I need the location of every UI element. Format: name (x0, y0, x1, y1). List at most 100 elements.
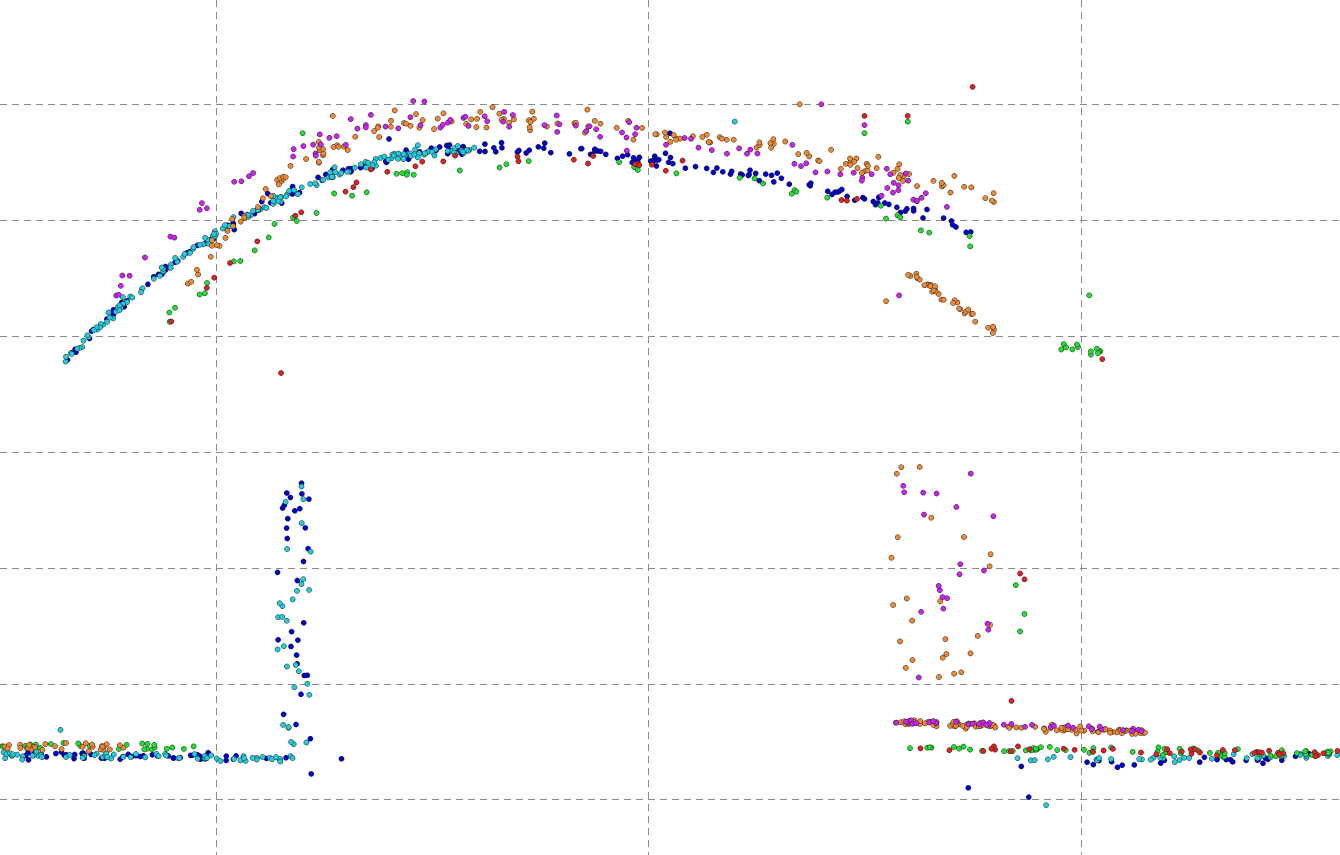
data-point-series-5 (803, 160, 810, 167)
data-point-series-5 (421, 98, 428, 105)
data-point-series-5 (933, 490, 940, 497)
data-point-series-4 (413, 111, 419, 117)
data-point-series-2 (1021, 611, 1028, 617)
data-point-series-0 (602, 151, 609, 158)
data-point-series-2 (1088, 348, 1094, 355)
data-point-series-4 (795, 151, 802, 157)
data-point-series-2 (399, 170, 406, 176)
data-point-series-4 (909, 617, 915, 624)
data-point-series-1 (395, 155, 401, 162)
data-point-series-1 (79, 755, 86, 761)
data-point-series-3 (969, 84, 976, 90)
data-point-series-2 (1033, 745, 1039, 752)
data-point-series-0 (498, 139, 505, 146)
data-point-series-1 (1209, 755, 1215, 762)
data-point-series-2 (144, 741, 151, 747)
data-point-series-0 (703, 165, 710, 172)
data-point-series-1 (1043, 802, 1049, 809)
data-point-series-4 (597, 120, 604, 127)
data-point-series-1 (74, 345, 81, 352)
data-point-series-3 (1214, 752, 1220, 759)
data-point-series-3 (452, 152, 458, 159)
data-point-series-4 (985, 324, 992, 331)
data-point-series-1 (138, 289, 144, 296)
data-point-series-2 (951, 744, 957, 750)
data-point-series-1 (176, 755, 183, 761)
data-point-series-2 (897, 214, 904, 221)
data-point-series-1 (196, 241, 203, 248)
data-point-series-5 (922, 190, 929, 197)
data-point-series-1 (289, 596, 296, 603)
data-point-series-5 (342, 141, 349, 148)
data-point-series-3 (440, 158, 447, 165)
data-point-series-2 (1086, 292, 1093, 299)
data-point-series-1 (282, 499, 289, 505)
data-point-series-0 (886, 201, 892, 208)
data-point-series-5 (368, 112, 374, 118)
data-point-series-0 (778, 175, 785, 182)
data-point-series-4 (639, 125, 645, 131)
data-point-series-3 (1266, 747, 1272, 754)
data-point-series-5 (939, 594, 946, 600)
data-point-series-0 (300, 619, 307, 626)
data-point-series-0 (578, 145, 585, 152)
data-point-series-0 (714, 165, 720, 171)
data-point-series-1 (291, 187, 297, 193)
data-point-series-5 (1022, 723, 1028, 730)
data-point-series-0 (288, 628, 295, 635)
data-point-series-1 (1171, 753, 1178, 760)
data-point-series-1 (116, 307, 123, 314)
data-point-series-4 (116, 742, 123, 749)
data-point-series-4 (965, 306, 972, 313)
data-point-series-1 (1014, 755, 1021, 762)
data-point-series-0 (386, 136, 392, 142)
data-point-series-1 (295, 668, 302, 675)
data-point-series-1 (344, 168, 351, 175)
data-point-series-3 (1164, 746, 1170, 753)
data-point-series-2 (204, 280, 210, 286)
data-point-series-4 (667, 138, 674, 145)
data-point-series-3 (1220, 747, 1226, 753)
data-point-series-4 (897, 638, 903, 645)
data-point-series-2 (331, 190, 337, 197)
data-point-series-3 (844, 197, 850, 204)
data-point-series-4 (989, 330, 996, 336)
data-point-series-5 (541, 122, 548, 129)
data-point-series-3 (384, 168, 391, 175)
data-point-series-2 (1054, 747, 1061, 753)
data-point-series-0 (540, 145, 547, 152)
data-point-series-1 (277, 194, 284, 201)
data-point-series-0 (965, 784, 972, 791)
data-point-series-4 (529, 108, 536, 115)
data-point-series-3 (636, 162, 643, 168)
data-point-series-0 (768, 172, 775, 179)
data-point-series-2 (196, 291, 203, 298)
data-point-series-1 (106, 314, 113, 321)
data-point-series-1 (90, 327, 97, 334)
data-point-series-5 (798, 163, 804, 169)
data-point-series-4 (434, 115, 441, 122)
data-point-series-3 (1259, 749, 1265, 756)
data-point-series-3 (1060, 745, 1067, 752)
data-point-series-5 (868, 171, 875, 178)
data-point-series-3 (917, 745, 924, 752)
data-point-series-4 (85, 748, 92, 754)
data-point-series-1 (381, 153, 388, 160)
data-point-series-0 (296, 505, 303, 512)
data-point-series-0 (651, 153, 658, 160)
data-point-series-4 (705, 139, 712, 145)
data-point-series-2 (169, 744, 176, 751)
data-point-series-2 (181, 746, 187, 752)
data-point-series-5 (510, 112, 516, 118)
data-point-series-4 (222, 235, 229, 241)
data-point-series-3 (1334, 748, 1340, 754)
data-point-series-4 (335, 143, 342, 150)
data-point-series-1 (390, 152, 397, 159)
data-point-series-3 (1153, 751, 1160, 758)
data-point-series-5 (902, 170, 909, 177)
data-point-series-4 (207, 253, 214, 260)
data-point-series-1 (110, 751, 117, 758)
data-point-series-1 (191, 751, 198, 757)
data-point-series-5 (914, 197, 920, 204)
data-point-series-5 (199, 200, 205, 206)
